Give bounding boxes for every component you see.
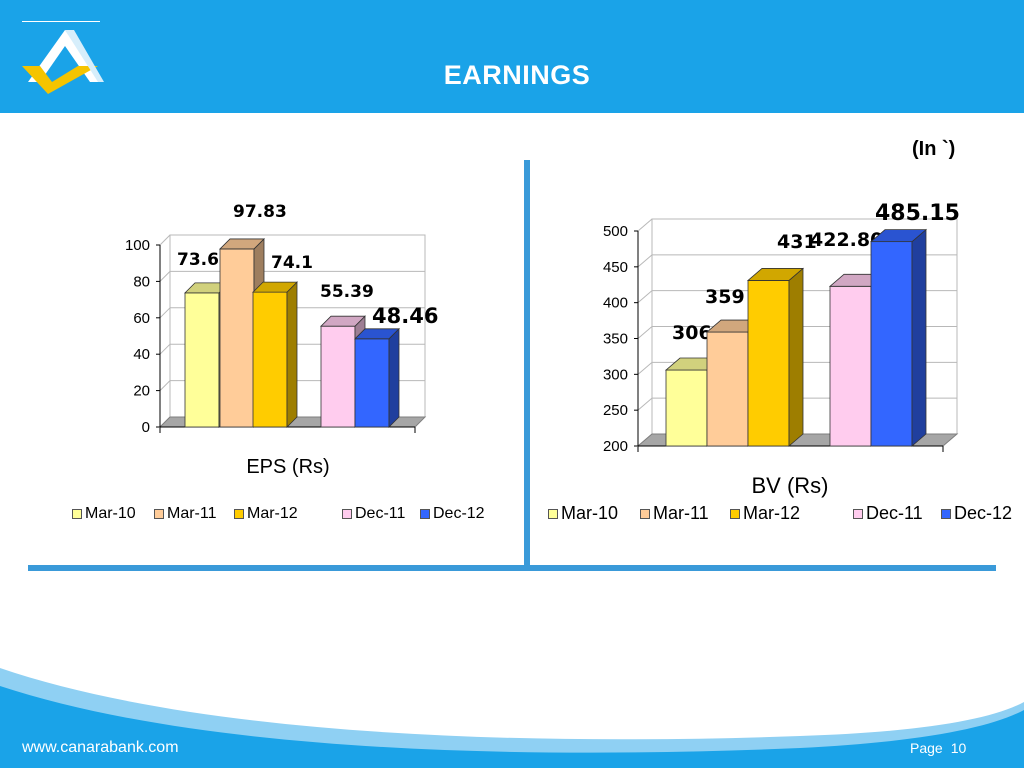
eps-chart: 0 20 40 60 80 100 73.69 97.83 74.1 55.39 48.46 EPS … <box>100 195 438 485</box>
eps-y-tick-label: 0 <box>142 419 150 436</box>
bv-data-label: 306 <box>672 322 712 344</box>
bv-data-label: 359 <box>705 286 745 308</box>
eps-legend-swatch <box>234 509 244 519</box>
eps-y-tick-label: 60 <box>133 310 150 327</box>
footer-wave <box>0 668 1024 768</box>
page-number: Page 10 <box>910 740 966 756</box>
eps-bar-mar-12 <box>252 281 298 428</box>
eps-legend-label: Dec-11 <box>355 505 406 522</box>
canara-bank-logo-icon <box>18 24 108 99</box>
bv-gridline-side <box>637 290 653 304</box>
header-bar: EARNINGS <box>0 0 1024 113</box>
bv-data-label: 422.80 <box>810 229 883 251</box>
bv-legend-swatch <box>730 508 740 519</box>
bv-gridline-side <box>637 326 653 339</box>
bv-legend-label: Mar-12 <box>743 503 801 523</box>
bv-gridline-side <box>637 254 653 268</box>
bv-bar-dec-12 <box>869 228 928 447</box>
bv-legend-label: Mar-11 <box>653 503 709 523</box>
bv-y-tick-label: 250 <box>603 402 628 419</box>
bv-y-tick-label: 300 <box>603 366 628 383</box>
bv-y-tick-label: 450 <box>603 259 628 276</box>
eps-legend-swatch <box>342 509 352 519</box>
eps-y-tick-label: 100 <box>125 237 150 254</box>
eps-legend-swatch <box>154 509 164 519</box>
bv-x-axis-label: BV (Rs) <box>752 473 829 498</box>
bv-bar-mar-12 <box>746 267 805 447</box>
eps-gridline-side <box>159 343 171 355</box>
vertical-divider <box>524 160 530 565</box>
bv-legend-label: Dec-11 <box>866 503 923 523</box>
footer-url: www.canarabank.com <box>22 739 179 756</box>
bv-legend-swatch <box>853 508 863 519</box>
eps-gridline-side <box>159 234 171 246</box>
eps-legend-item-mar-10: Mar-10 <box>72 505 136 523</box>
bv-legend-label: Mar-10 <box>561 503 619 523</box>
header-rule <box>22 21 100 22</box>
eps-y-tick-label: 40 <box>133 346 150 363</box>
eps-legend-item-dec-12: Dec-12 <box>420 505 485 523</box>
eps-legend-item-mar-11: Mar-11 <box>154 505 217 523</box>
bv-legend-item-dec-11: Dec-11 <box>853 503 923 524</box>
eps-x-axis-label: EPS (Rs) <box>246 456 329 478</box>
bv-legend-item-mar-12: Mar-12 <box>730 503 800 524</box>
eps-legend-label: Mar-10 <box>85 505 136 522</box>
eps-y-tick-label: 20 <box>133 383 150 400</box>
bv-chart: 200 250 300 350 400 450 500 306 359 431 422.80 485.… <box>580 198 980 498</box>
bv-legend-label: Dec-12 <box>954 503 1013 523</box>
bv-gridline-side <box>637 361 653 375</box>
bv-gridline-side <box>637 397 653 411</box>
horizontal-divider <box>28 565 996 571</box>
bv-legend: Mar-10 Mar-11 Mar-12 Dec-11 Dec-12 <box>548 503 1018 525</box>
eps-data-label: 97.83 <box>233 202 287 222</box>
eps-legend-swatch <box>72 509 82 519</box>
eps-bar-dec-12 <box>354 327 400 428</box>
eps-legend: Mar-10 Mar-11 Mar-12 Dec-11 Dec-12 <box>72 505 512 525</box>
bv-data-label: 485.15 <box>875 201 960 226</box>
eps-data-label: 74.1 <box>271 253 313 273</box>
eps-legend-label: Mar-12 <box>247 505 298 522</box>
eps-legend-label: Mar-11 <box>167 505 217 522</box>
eps-gridline-side <box>159 307 171 319</box>
bv-legend-item-mar-10: Mar-10 <box>548 503 618 524</box>
bv-legend-item-dec-12: Dec-12 <box>941 503 1012 524</box>
bv-legend-swatch <box>640 508 650 519</box>
bv-y-tick-label: 200 <box>603 438 628 455</box>
eps-data-label: 48.46 <box>372 304 438 328</box>
bv-data-label: 431 <box>777 231 817 253</box>
eps-legend-swatch <box>420 509 430 519</box>
page-value: 10 <box>950 740 967 756</box>
eps-data-label: 73.69 <box>177 250 231 270</box>
bv-gridline-side <box>637 218 653 232</box>
page-label: Page <box>910 740 943 756</box>
bv-legend-item-mar-11: Mar-11 <box>640 503 709 524</box>
eps-data-label: 55.39 <box>320 282 374 302</box>
eps-legend-item-dec-11: Dec-11 <box>342 505 405 523</box>
eps-legend-item-mar-12: Mar-12 <box>234 505 298 523</box>
bv-y-tick-label: 500 <box>603 223 628 240</box>
eps-gridline-side <box>159 271 171 282</box>
bv-y-tick-label: 400 <box>603 295 628 312</box>
eps-y-tick-label: 80 <box>133 273 150 290</box>
bv-legend-swatch <box>941 508 951 519</box>
bv-legend-swatch <box>548 508 558 519</box>
bv-y-tick-label: 350 <box>603 331 628 348</box>
unit-label: (In `) <box>912 138 956 160</box>
eps-legend-label: Dec-12 <box>433 505 485 522</box>
eps-gridline-side <box>159 380 171 391</box>
page-title: EARNINGS <box>443 60 591 90</box>
